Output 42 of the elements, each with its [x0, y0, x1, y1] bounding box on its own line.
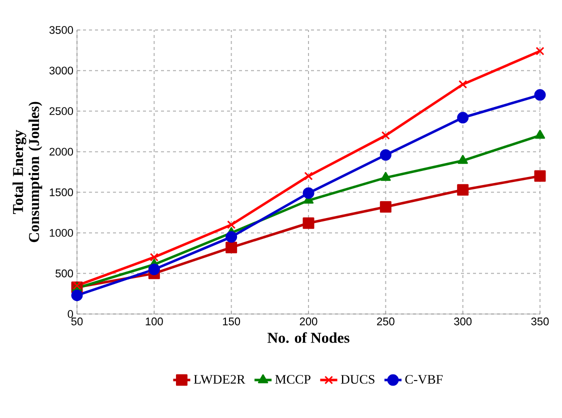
- point: [380, 149, 392, 161]
- point: [457, 112, 469, 124]
- point: [148, 264, 160, 276]
- point: [226, 242, 238, 254]
- point: [380, 172, 391, 181]
- y-tick-label: 1500: [50, 188, 74, 196]
- x-tick-label: 300: [454, 318, 472, 326]
- y-tick-label: 3500: [49, 26, 74, 34]
- point: [534, 89, 546, 101]
- point: [381, 131, 390, 140]
- y-tick-label: 2000: [50, 148, 74, 156]
- legend-label: DUCS: [340, 374, 374, 384]
- point: [227, 220, 236, 230]
- y-tick-label: 500: [56, 270, 74, 278]
- y-tick-label: 2500: [50, 107, 74, 116]
- x-tick-label: 200: [300, 318, 318, 326]
- x-tick-label: 150: [222, 318, 240, 326]
- legend-label: LWDE2R: [194, 374, 246, 384]
- x-axis-title: No. of Nodes: [268, 332, 350, 343]
- y-axis-title: Total Energy Consumption (Joules): [12, 102, 42, 242]
- point: [150, 252, 158, 262]
- point: [71, 290, 83, 302]
- x-tick-label: 250: [377, 318, 394, 326]
- point: [458, 80, 468, 89]
- point: [534, 170, 546, 182]
- legend-label: C-VBF: [405, 374, 443, 384]
- point: [536, 46, 544, 56]
- point: [302, 187, 314, 199]
- legend-label: MCCP: [275, 374, 310, 384]
- point: [302, 217, 314, 229]
- point: [380, 201, 392, 213]
- point: [534, 130, 546, 139]
- x-tick-label: 50: [71, 318, 83, 326]
- point: [458, 154, 468, 164]
- y-tick-label: 0: [68, 310, 74, 318]
- point: [304, 172, 313, 180]
- x-tick-label: 100: [146, 318, 163, 326]
- x-tick-label: 350: [531, 318, 549, 326]
- y-tick-label: 3000: [49, 66, 74, 74]
- point: [226, 231, 238, 243]
- point: [457, 184, 469, 196]
- y-tick-label: 1000: [50, 228, 74, 237]
